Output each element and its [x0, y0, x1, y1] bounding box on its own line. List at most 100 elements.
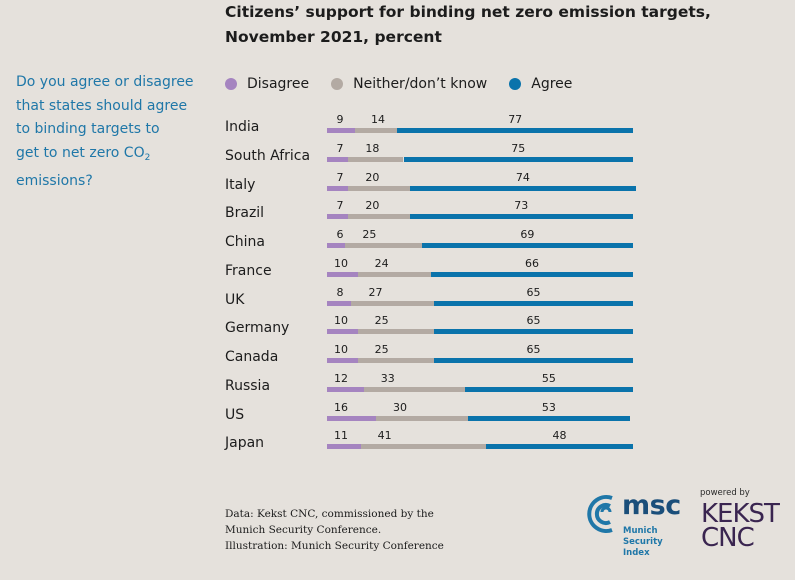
data-label: 12 — [334, 371, 348, 385]
legend-item: Disagree — [225, 76, 309, 92]
msc-logo-sub-line: Index — [623, 548, 650, 558]
category-label: South Africa — [225, 147, 311, 164]
data-label: 74 — [515, 170, 530, 184]
data-label: 41 — [377, 429, 392, 443]
bar-segment-neither-don-t-know — [348, 214, 410, 220]
bar-segment-disagree — [327, 358, 358, 363]
data-label: 25 — [374, 343, 389, 356]
data-label: 7 — [336, 199, 344, 213]
bar-segment-disagree — [327, 300, 352, 306]
category-label: Russia — [225, 377, 271, 394]
category-label: China — [225, 234, 265, 250]
legend-label: Neither/don’t know — [353, 76, 488, 92]
bar-segment-disagree — [327, 415, 376, 421]
subscript: 2 — [144, 152, 151, 163]
bar-segment-neither-don-t-know — [357, 358, 435, 363]
data-label: 10 — [334, 256, 348, 270]
legend-swatch — [509, 78, 522, 90]
bar-segment-disagree — [327, 185, 349, 191]
data-label: 11 — [334, 429, 348, 443]
category-label: Brazil — [225, 205, 265, 222]
question-line: that states should agree — [16, 97, 188, 114]
bar-segment-neither-don-t-know — [351, 300, 435, 306]
bar-segment-disagree — [327, 386, 364, 392]
source-note: Data: Kekst CNC, commissioned by the Mun… — [225, 506, 485, 554]
bar-segment-agree — [403, 156, 633, 162]
data-label: 27 — [368, 285, 383, 299]
data-label: 25 — [362, 228, 377, 241]
bar-segment-agree — [434, 300, 633, 306]
question-line: emissions? — [16, 173, 93, 189]
bar-segment-disagree — [327, 444, 361, 450]
bar-segment-neither-don-t-know — [357, 329, 435, 335]
category-label: Canada — [225, 349, 279, 365]
bar-segment-agree — [434, 358, 633, 363]
legend-item: Neither/don’t know — [331, 76, 487, 92]
bar-segment-agree — [397, 128, 633, 133]
question-line: Do you agree or disagree — [16, 74, 194, 90]
data-label: 8 — [336, 285, 344, 299]
msc-logo-sub-line: Munich Security — [623, 526, 663, 547]
data-label: 6 — [336, 228, 344, 241]
bar-segment-neither-don-t-know — [357, 271, 432, 277]
data-label: 53 — [541, 400, 556, 414]
bar-segment-agree — [434, 329, 633, 335]
data-label: 77 — [508, 113, 523, 126]
question-line: get to net zero CO2 — [16, 142, 211, 171]
bar-segment-neither-don-t-know — [360, 444, 487, 450]
data-label: 65 — [526, 343, 541, 356]
data-label: 10 — [334, 314, 348, 328]
bar-segment-disagree — [327, 271, 358, 277]
category-label: UK — [225, 291, 245, 308]
bar-segment-neither-don-t-know — [345, 243, 422, 248]
category-label: Germany — [225, 320, 290, 337]
chart-title-line-1: Citizens’ support for binding net zero e… — [225, 3, 711, 21]
bar-segment-agree — [431, 271, 633, 277]
category-label: France — [225, 262, 272, 279]
msc-logo-subtitle: Munich Security Index — [623, 526, 692, 559]
category-label: India — [225, 119, 260, 135]
bar-segment-disagree — [327, 329, 358, 335]
kekst-logo-line: CNC — [701, 523, 755, 553]
kekst-logo-line: KEKST — [701, 499, 780, 529]
data-label: 66 — [525, 256, 540, 270]
kekst-cnc-logo: KEKST CNC — [701, 499, 780, 553]
bar-segment-disagree — [327, 214, 349, 220]
bar-segment-neither-don-t-know — [354, 128, 398, 133]
data-label: 16 — [334, 400, 348, 414]
data-label: 20 — [365, 199, 380, 213]
bar-segment-agree — [464, 386, 633, 392]
data-label: 55 — [541, 371, 556, 385]
data-label: 14 — [370, 113, 385, 126]
data-label: 18 — [365, 141, 380, 155]
data-label: 20 — [365, 170, 380, 184]
data-label: 73 — [514, 199, 529, 213]
bar-segment-neither-don-t-know — [348, 156, 404, 162]
bar-segment-agree — [409, 214, 633, 220]
data-label: 69 — [520, 228, 535, 241]
chart-title: Citizens’ support for binding net zero e… — [225, 0, 745, 50]
data-label: 7 — [336, 170, 344, 184]
legend-swatch — [225, 78, 237, 90]
category-label: US — [225, 406, 245, 423]
question-line: to binding targets to — [16, 121, 160, 137]
powered-by-label: powered by — [700, 488, 750, 498]
msc-logo: msc Munich Security Index — [582, 490, 692, 558]
data-label: 33 — [380, 371, 395, 385]
msc-logo-text: msc — [622, 490, 681, 521]
data-label: 24 — [374, 256, 389, 270]
data-label: 75 — [511, 141, 526, 155]
category-label: Italy — [225, 176, 256, 193]
data-label: 30 — [392, 400, 407, 414]
bar-segment-agree — [486, 444, 633, 450]
bar-segment-agree — [421, 243, 633, 248]
bar-segment-neither-don-t-know — [348, 185, 410, 191]
chart-legend: Disagree Neither/don’t know Agree — [225, 73, 594, 95]
data-label: 9 — [336, 113, 344, 126]
data-label: 65 — [526, 314, 541, 328]
bar-segment-neither-don-t-know — [363, 386, 465, 392]
chart-title-line-2: November 2021, percent — [225, 28, 442, 46]
data-label: 65 — [526, 285, 541, 299]
category-label: Japan — [225, 435, 265, 452]
legend-label: Disagree — [247, 76, 310, 92]
